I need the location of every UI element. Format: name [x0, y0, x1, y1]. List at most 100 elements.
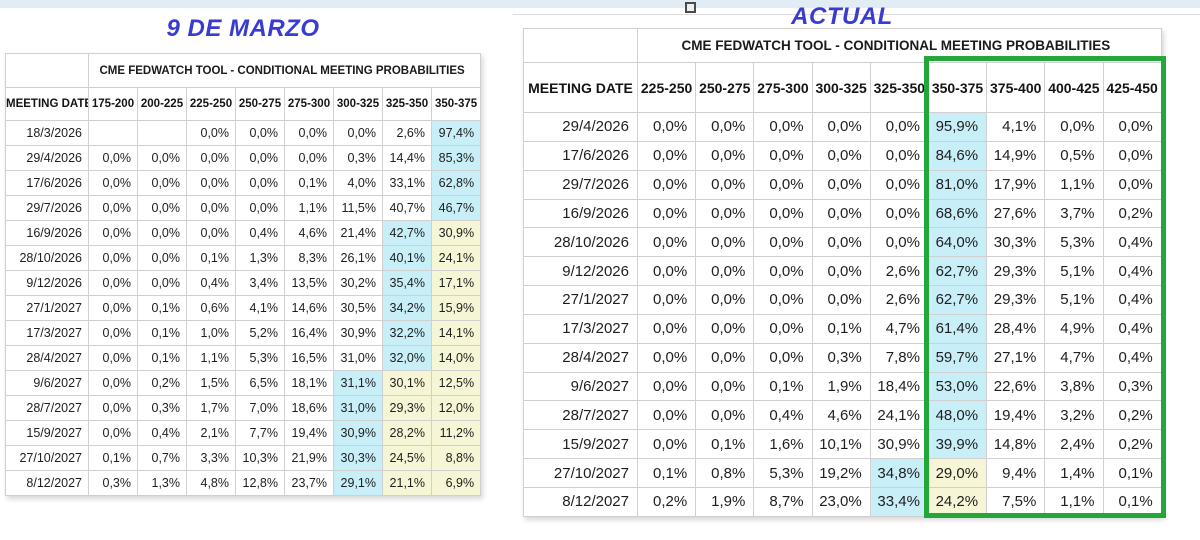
probability-cell: 7,0%	[235, 395, 285, 421]
probability-cell: 14,8%	[986, 429, 1046, 460]
probability-cell: 0,0%	[333, 120, 383, 146]
probability-cell	[137, 120, 187, 146]
meeting-date-cell: 28/7/2027	[523, 400, 638, 431]
probability-cell: 18,6%	[284, 395, 334, 421]
probability-cell: 84,6%	[927, 140, 988, 171]
probability-cell: 53,0%	[927, 371, 988, 402]
probability-cell: 29,3%	[986, 285, 1046, 315]
probability-cell: 26,1%	[333, 245, 383, 271]
probability-cell: 0,0%	[88, 245, 138, 271]
probability-cell: 0,0%	[695, 313, 755, 344]
probability-cell: 0,0%	[695, 400, 755, 431]
table-title: CME FEDWATCH TOOL - CONDITIONAL MEETING …	[637, 28, 1162, 63]
probability-cell: 0,3%	[333, 145, 383, 171]
meeting-date-header: MEETING DATE	[5, 87, 89, 121]
probability-cell: 31,1%	[333, 370, 383, 396]
probability-cell: 32,2%	[382, 320, 432, 346]
probability-cell: 64,0%	[927, 227, 988, 258]
probability-cell: 0,0%	[869, 112, 929, 142]
probability-cell: 68,6%	[927, 198, 988, 229]
probability-cell: 0,0%	[235, 170, 285, 196]
probability-cell: 30,9%	[430, 220, 482, 246]
probability-cell: 0,0%	[137, 245, 187, 271]
meeting-date-cell: 9/12/2026	[523, 256, 638, 287]
rate-column-header: 175-200	[88, 87, 138, 121]
probability-cell: 1,7%	[186, 395, 236, 421]
probability-cell: 0,0%	[186, 120, 236, 146]
probability-cell: 1,1%	[186, 345, 236, 371]
table-row: 18/3/2026 0,0% 0,0% 0,0% 0,0% 2,6% 97,4%	[5, 120, 482, 146]
table-row: 9/12/2026 0,0% 0,0% 0,0% 0,0% 2,6% 62,7% 29,3% 5…	[523, 256, 1162, 287]
probability-cell: 0,0%	[88, 345, 138, 371]
probability-cell: 0,0%	[636, 285, 697, 315]
table-row: 9/12/2026 0,0% 0,0% 0,4% 3,4% 13,5% 30,2% 35,4%…	[5, 270, 482, 296]
probability-cell: 0,0%	[137, 145, 187, 171]
probability-cell: 0,4%	[186, 270, 236, 296]
probability-cell: 1,1%	[1044, 169, 1104, 200]
probability-cell: 97,4%	[430, 120, 482, 146]
rate-column-header: 425-450	[1102, 62, 1162, 113]
probability-cell: 5,1%	[1044, 256, 1104, 287]
probability-cell: 4,1%	[235, 295, 285, 321]
probability-cell: 0,0%	[235, 120, 285, 146]
probability-cell: 0,0%	[636, 112, 697, 142]
meeting-date-cell: 29/7/2026	[523, 169, 638, 200]
probability-cell: 0,0%	[695, 371, 755, 402]
probability-cell: 4,7%	[869, 313, 929, 344]
probability-cell: 0,0%	[88, 370, 138, 396]
probability-cell: 29,3%	[382, 395, 432, 421]
probability-cell: 0,1%	[811, 313, 871, 344]
probability-cell: 5,1%	[1044, 285, 1104, 315]
probability-cell: 0,2%	[1102, 429, 1162, 460]
probability-cell: 0,0%	[88, 220, 138, 246]
probability-cell: 16,5%	[284, 345, 334, 371]
probability-cell: 30,9%	[333, 320, 383, 346]
probability-cell: 3,4%	[235, 270, 285, 296]
probability-cell: 19,4%	[986, 400, 1046, 431]
meeting-date-cell: 28/10/2026	[523, 227, 638, 258]
probability-cell: 0,0%	[811, 256, 871, 287]
probability-cell: 3,3%	[186, 445, 236, 471]
probability-cell: 0,0%	[186, 145, 236, 171]
probability-cell: 14,0%	[430, 345, 482, 371]
probability-cell: 46,7%	[430, 195, 482, 221]
probability-cell: 0,0%	[636, 227, 697, 258]
probability-cell: 0,0%	[137, 220, 187, 246]
rate-column-header: 250-275	[235, 87, 285, 121]
probability-cell: 0,0%	[88, 195, 138, 221]
table-row: 27/1/2027 0,0% 0,0% 0,0% 0,0% 2,6% 62,7% 29,3% 5…	[523, 285, 1162, 315]
probability-cell: 0,0%	[811, 169, 871, 200]
probability-cell: 31,0%	[333, 345, 383, 371]
left-panel-title: 9 DE MARZO	[166, 15, 320, 42]
probability-cell: 12,8%	[235, 470, 285, 496]
probability-cell: 30,2%	[333, 270, 383, 296]
meeting-date-cell: 17/3/2027	[5, 320, 89, 346]
rate-column-header: 225-250	[186, 87, 236, 121]
table-row: 28/4/2027 0,0% 0,0% 0,0% 0,3% 7,8% 59,7% 27,1% 4…	[523, 342, 1162, 373]
probability-cell: 0,3%	[137, 395, 187, 421]
probability-cell: 0,2%	[1102, 198, 1162, 229]
meeting-date-cell: 28/7/2027	[5, 395, 89, 421]
meeting-date-cell: 17/6/2026	[5, 170, 89, 196]
probability-cell: 22,6%	[986, 371, 1046, 402]
probability-cell: 0,0%	[137, 195, 187, 221]
probability-cell: 1,1%	[284, 195, 334, 221]
probability-cell: 8,8%	[430, 445, 482, 471]
probability-cell: 0,0%	[186, 170, 236, 196]
probability-cell: 7,8%	[869, 342, 929, 373]
probability-cell: 0,1%	[137, 295, 187, 321]
rate-column-header: 225-250	[636, 62, 697, 113]
probability-cell: 48,0%	[927, 400, 988, 431]
probability-cell: 0,4%	[1102, 285, 1162, 315]
probability-cell: 0,2%	[137, 370, 187, 396]
probability-cell: 30,1%	[382, 370, 432, 396]
probability-cell: 0,2%	[636, 486, 697, 517]
probability-cell: 12,0%	[430, 395, 482, 421]
table-row: 16/9/2026 0,0% 0,0% 0,0% 0,0% 0,0% 68,6% 27,6% 3…	[523, 198, 1162, 229]
probability-cell: 2,4%	[1044, 429, 1104, 460]
probability-cell: 30,5%	[333, 295, 383, 321]
probability-cell: 0,1%	[137, 345, 187, 371]
probability-cell: 0,0%	[186, 195, 236, 221]
meeting-date-cell: 27/10/2027	[523, 458, 638, 488]
selection-handle-icon[interactable]	[685, 2, 696, 13]
